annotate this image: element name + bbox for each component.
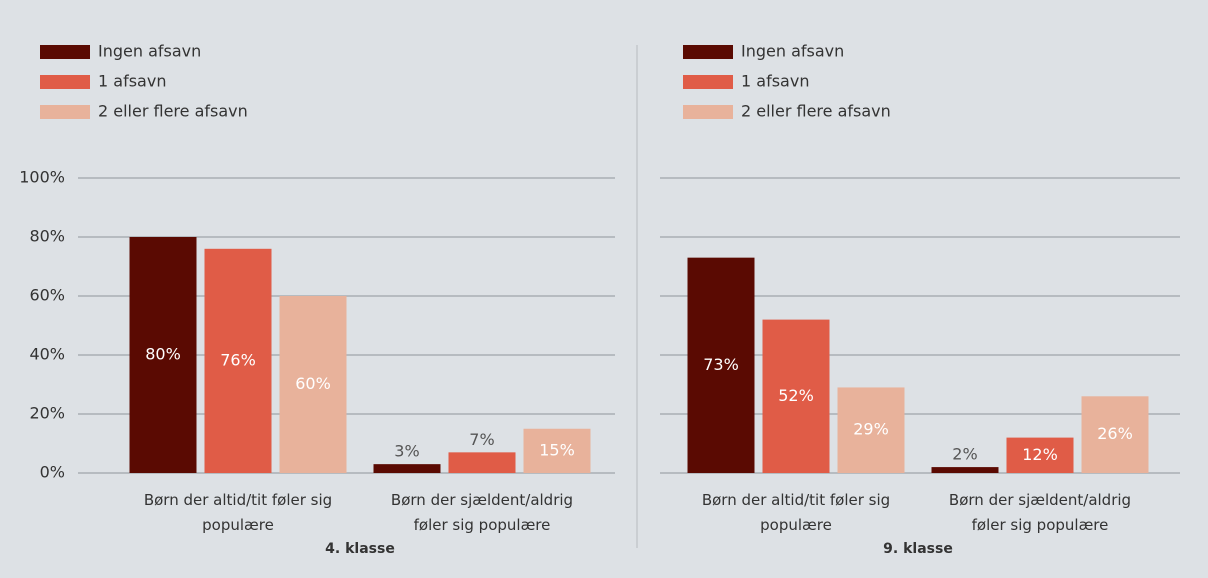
legend-swatch [40, 105, 90, 119]
legend-swatch [40, 75, 90, 89]
legend-swatch [683, 45, 733, 59]
value-label: 12% [1022, 445, 1058, 464]
bar [1081, 396, 1149, 473]
legend-label: 2 eller flere afsavn [741, 102, 891, 121]
legend-swatch [40, 45, 90, 59]
bar [1006, 437, 1074, 473]
value-label: 2% [952, 445, 977, 464]
value-label: 80% [145, 345, 181, 364]
value-label: 7% [469, 430, 494, 449]
legend-label: 1 afsavn [98, 72, 166, 91]
legend-swatch [683, 75, 733, 89]
bar [129, 237, 197, 473]
bar [523, 428, 591, 473]
value-label: 15% [539, 440, 575, 459]
y-tick-label: 20% [29, 404, 65, 423]
x-axis-label: 9. klasse [883, 541, 953, 557]
x-tick-label: Børn der sjældent/aldrig føler sig popul… [390, 491, 574, 534]
bar [279, 296, 347, 473]
value-label: 29% [853, 420, 889, 439]
bar [373, 464, 441, 473]
value-label: 60% [295, 374, 331, 393]
bar [762, 319, 830, 473]
legend-label: 1 afsavn [741, 72, 809, 91]
bar [687, 257, 755, 473]
x-tick-label: Børn der altid/tit føler sig populære [701, 491, 891, 534]
x-tick-label: Børn der altid/tit føler sig populære [143, 491, 333, 534]
bar [204, 248, 272, 473]
legend-label: Ingen afsavn [98, 42, 201, 61]
x-tick-label: Børn der sjældent/aldrig føler sig popul… [948, 491, 1132, 534]
y-tick-label: 100% [19, 168, 65, 187]
value-label: 76% [220, 350, 256, 369]
y-tick-label: 0% [40, 463, 65, 482]
value-label: 3% [394, 442, 419, 461]
value-label: 73% [703, 355, 739, 374]
y-tick-label: 80% [29, 227, 65, 246]
x-axis-label: 4. klasse [325, 541, 395, 557]
value-label: 52% [778, 386, 814, 405]
bar [931, 467, 999, 473]
legend-label: 2 eller flere afsavn [98, 102, 248, 121]
value-label: 26% [1097, 424, 1133, 443]
y-tick-label: 40% [29, 345, 65, 364]
y-tick-label: 60% [29, 286, 65, 305]
legend-swatch [683, 105, 733, 119]
bar [448, 452, 516, 473]
bar [837, 387, 905, 473]
legend-label: Ingen afsavn [741, 42, 844, 61]
